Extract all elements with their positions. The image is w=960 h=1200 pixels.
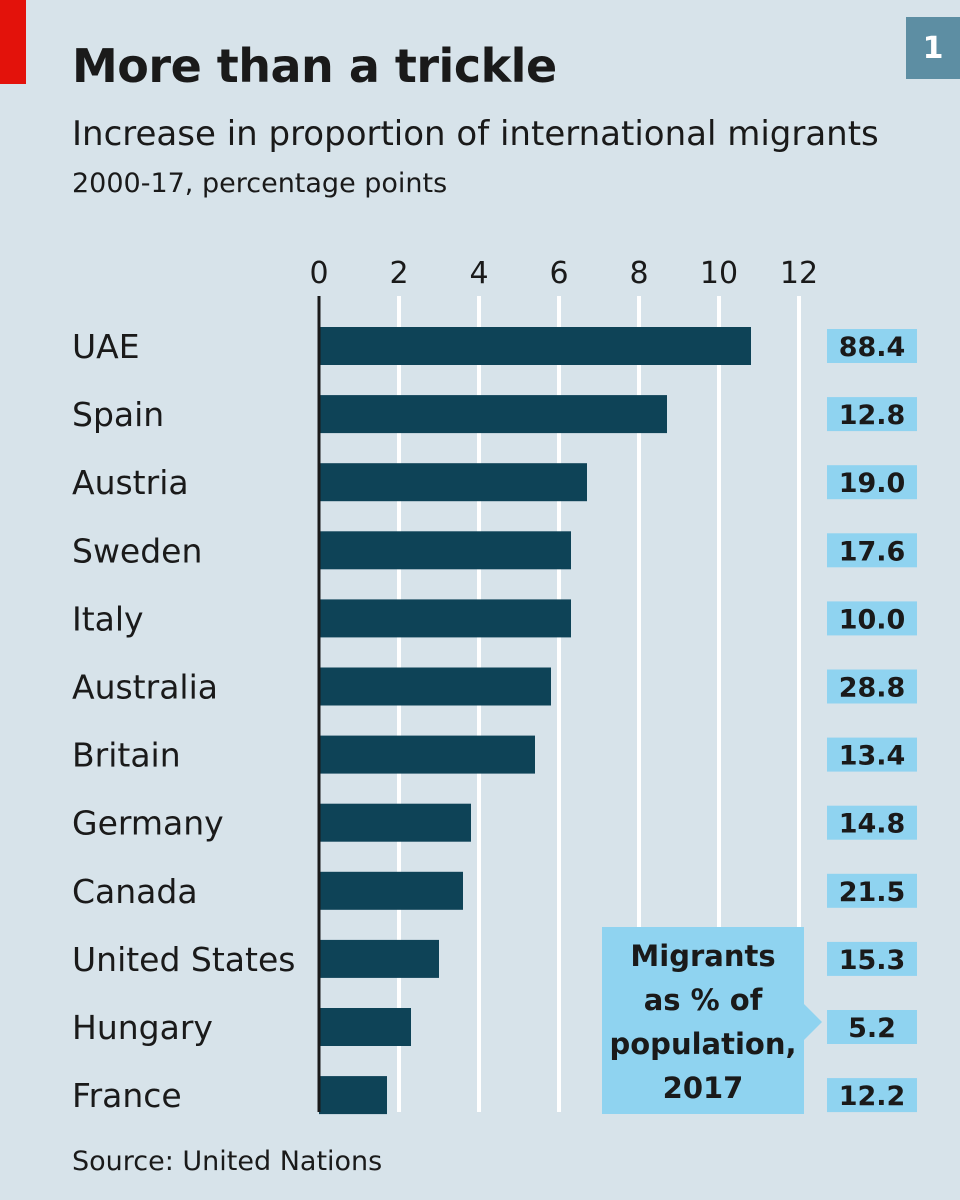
bar-austria bbox=[319, 463, 587, 502]
value-box-hungary bbox=[827, 1010, 917, 1044]
value-box-austria bbox=[827, 465, 917, 500]
bar-france bbox=[319, 1076, 387, 1115]
x-tick-label-10: 10 bbox=[700, 256, 738, 291]
callout-line-2: as % of bbox=[644, 983, 763, 1017]
value-box-germany bbox=[827, 805, 917, 840]
x-tick-label-2: 2 bbox=[389, 256, 408, 291]
value-label-sweden: 17.6 bbox=[839, 536, 906, 567]
bar-sweden bbox=[319, 531, 571, 570]
x-tick-label-0: 0 bbox=[309, 256, 328, 291]
chart-units-note: 2000-17, percentage points bbox=[72, 168, 448, 199]
value-box-italy bbox=[827, 601, 917, 636]
x-tick-label-12: 12 bbox=[780, 256, 818, 291]
bar-united-states bbox=[319, 939, 439, 978]
category-label-sweden: Sweden bbox=[72, 531, 202, 570]
category-label-britain: Britain bbox=[72, 736, 181, 775]
category-label-uae: UAE bbox=[72, 327, 140, 366]
migrants-share-callout: Migrants as % of population, 2017 bbox=[602, 927, 822, 1114]
x-tick-label-4: 4 bbox=[469, 256, 488, 291]
chart-number-badge: 1 bbox=[906, 17, 960, 79]
chart-subtitle: Increase in proportion of international … bbox=[72, 114, 879, 154]
value-label-uae: 88.4 bbox=[839, 332, 906, 363]
value-label-germany: 14.8 bbox=[839, 809, 906, 840]
category-label-hungary: Hungary bbox=[72, 1008, 213, 1047]
value-box-france bbox=[827, 1078, 917, 1113]
value-box-sweden bbox=[827, 533, 917, 568]
value-label-spain: 12.8 bbox=[839, 400, 906, 431]
callout-line-1: Migrants bbox=[630, 939, 775, 973]
value-label-austria: 19.0 bbox=[839, 468, 906, 499]
category-label-canada: Canada bbox=[72, 872, 198, 911]
value-box-canada bbox=[827, 873, 917, 908]
category-label-france: France bbox=[72, 1076, 182, 1115]
brand-red-tag bbox=[0, 0, 26, 84]
value-label-australia: 28.8 bbox=[839, 673, 906, 704]
x-axis-ticks: 0 2 4 6 8 10 12 bbox=[309, 256, 818, 291]
value-box-spain bbox=[827, 397, 917, 432]
bar-canada bbox=[319, 871, 463, 910]
bar-italy bbox=[319, 599, 571, 638]
migrant-share-labels: 88.4 12.8 19.0 17.6 10.0 28.8 13.4 14.8 21.5 15.3… bbox=[827, 329, 917, 1113]
callout-line-3: population, bbox=[610, 1027, 797, 1061]
x-tick-label-8: 8 bbox=[629, 256, 648, 291]
callout-box bbox=[602, 927, 822, 1114]
category-label-australia: Australia bbox=[72, 668, 218, 707]
bar-germany bbox=[319, 803, 471, 842]
value-box-united-states bbox=[827, 941, 917, 976]
bar-spain bbox=[319, 395, 667, 434]
source-note: Source: United Nations bbox=[72, 1146, 383, 1177]
value-box-britain bbox=[827, 737, 917, 772]
x-tick-label-6: 6 bbox=[549, 256, 568, 291]
category-labels: UAE Spain Austria Sweden Italy Australia Brita… bbox=[72, 327, 295, 1115]
value-label-canada: 21.5 bbox=[839, 877, 906, 908]
callout-line-4: 2017 bbox=[663, 1071, 744, 1105]
bar-uae bbox=[319, 327, 751, 365]
category-label-italy: Italy bbox=[72, 599, 144, 638]
category-label-germany: Germany bbox=[72, 804, 224, 843]
value-box-uae bbox=[827, 329, 917, 363]
value-box-australia bbox=[827, 669, 917, 704]
value-label-united-states: 15.3 bbox=[839, 945, 906, 976]
bar-australia bbox=[319, 667, 551, 706]
bars bbox=[319, 327, 751, 1115]
value-label-hungary: 5.2 bbox=[848, 1013, 896, 1044]
chart-title: More than a trickle bbox=[72, 39, 557, 93]
value-label-britain: 13.4 bbox=[839, 741, 906, 772]
value-label-france: 12.2 bbox=[839, 1081, 906, 1112]
category-label-austria: Austria bbox=[72, 463, 189, 502]
bar-hungary bbox=[319, 1008, 411, 1046]
bar-britain bbox=[319, 735, 535, 774]
value-label-italy: 10.0 bbox=[839, 604, 906, 635]
category-label-spain: Spain bbox=[72, 395, 164, 434]
category-label-united-states: United States bbox=[72, 940, 295, 979]
